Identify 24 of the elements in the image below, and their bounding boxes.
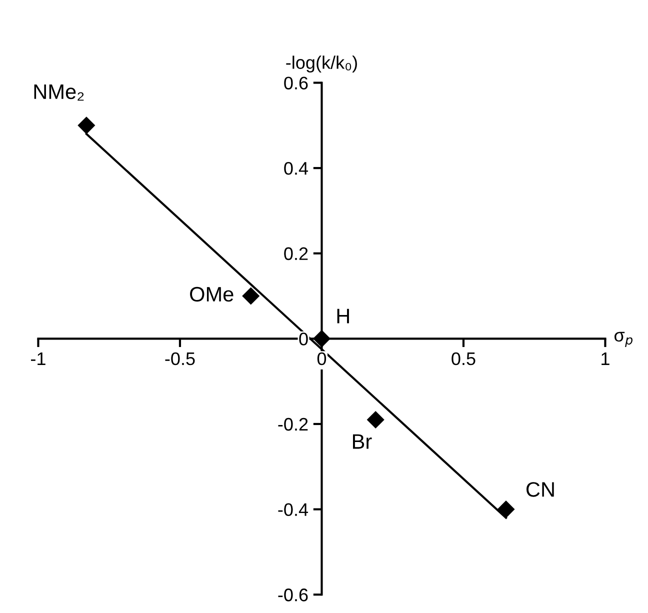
y-tick-label: 0.6	[284, 76, 308, 90]
y-tick-label: -0.2	[278, 418, 308, 431]
y-tick-label: -0.6	[278, 588, 308, 602]
x-tick-label: 0	[317, 352, 326, 366]
point	[78, 116, 96, 134]
y-tick-label: 0	[299, 332, 308, 346]
annotation: CN	[526, 482, 554, 497]
x-tick-label: 1	[602, 352, 610, 365]
point	[497, 500, 515, 518]
point	[242, 287, 260, 305]
point	[366, 410, 384, 429]
x-axis-title: σ$_{p}$	[614, 332, 632, 348]
point	[312, 330, 331, 348]
y-axis-title: -log(k/k₀)	[286, 56, 357, 73]
x-tick-label: 0.5	[452, 352, 476, 366]
y-tick-label: 0.4	[284, 162, 308, 175]
annotation: NMe₂	[34, 84, 84, 101]
x-tick-label: -1	[31, 352, 46, 365]
annotation: OMe	[190, 286, 234, 302]
annotation: H	[337, 308, 349, 324]
y-tick-label: -0.4	[278, 503, 308, 516]
y-tick-label: 0.2	[284, 247, 308, 260]
annotation: Br	[353, 434, 372, 449]
x-tick-label: -0.5	[165, 352, 195, 366]
